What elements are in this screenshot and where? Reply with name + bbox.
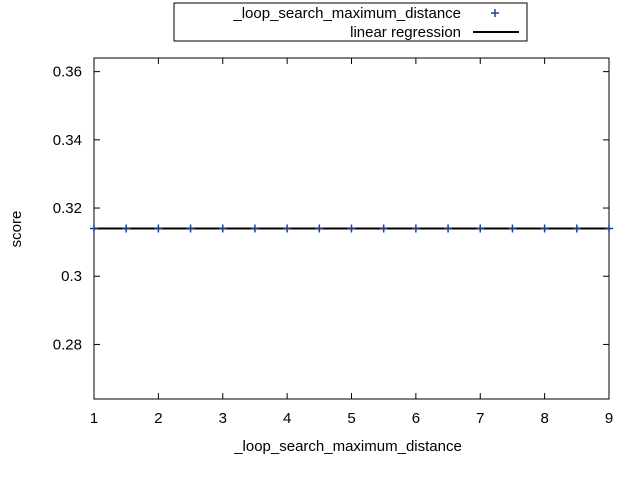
data-point [122, 224, 131, 233]
data-point [444, 224, 453, 233]
y-tick-label: 0.34 [53, 132, 82, 149]
y-axis-label: score [8, 211, 25, 248]
x-axis-ticks: 1 2 3 4 5 6 7 8 9 [90, 58, 613, 427]
x-tick-label: 9 [605, 410, 613, 427]
data-point [283, 224, 292, 233]
y-tick-label: 0.36 [53, 64, 82, 81]
data-point [572, 224, 581, 233]
data-point [411, 224, 420, 233]
data-point [154, 224, 163, 233]
data-point [605, 224, 613, 233]
data-point [540, 224, 549, 233]
x-tick-label: 7 [476, 410, 484, 427]
legend-marker-plus [491, 9, 499, 17]
data-point [186, 224, 195, 233]
data-points-layer [90, 224, 613, 233]
y-tick-label: 0.28 [53, 336, 82, 353]
data-point [508, 224, 517, 233]
data-point [347, 224, 356, 233]
data-point [379, 224, 388, 233]
x-tick-label: 1 [90, 410, 98, 427]
y-tick-label: 0.3 [61, 268, 82, 285]
x-axis-label: _loop_search_maximum_distance [233, 438, 462, 455]
y-axis-ticks: 0.28 0.3 0.32 0.34 0.36 [53, 64, 609, 353]
data-point [90, 224, 98, 233]
legend-box [173, 2, 528, 42]
data-point [315, 224, 324, 233]
x-tick-label: 4 [283, 410, 291, 427]
data-point [218, 224, 227, 233]
legend-label-points: _loop_search_maximum_distance [232, 5, 461, 22]
data-point [476, 224, 485, 233]
legend-label-line: linear regression [350, 24, 461, 41]
data-point [250, 224, 259, 233]
x-tick-label: 6 [412, 410, 420, 427]
y-tick-label: 0.32 [53, 200, 82, 217]
x-tick-label: 3 [219, 410, 227, 427]
legend: _loop_search_maximum_distance linear reg… [173, 2, 528, 42]
x-tick-label: 5 [347, 410, 355, 427]
x-tick-label: 8 [540, 410, 548, 427]
x-tick-label: 2 [154, 410, 162, 427]
